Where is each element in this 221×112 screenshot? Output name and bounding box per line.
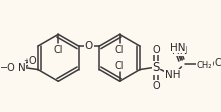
- Text: NH: NH: [165, 70, 180, 80]
- Text: O: O: [152, 45, 160, 55]
- Text: O: O: [85, 41, 93, 51]
- Text: S: S: [152, 61, 160, 74]
- Text: HN: HN: [170, 43, 186, 53]
- Text: Cl: Cl: [115, 45, 124, 55]
- Text: +: +: [23, 58, 29, 64]
- Text: CH₂Cl: CH₂Cl: [197, 60, 221, 69]
- Text: −O: −O: [0, 63, 16, 73]
- Text: Cl: Cl: [53, 45, 63, 55]
- Text: N: N: [18, 63, 26, 73]
- Text: Cl: Cl: [215, 58, 221, 68]
- Text: HN: HN: [172, 46, 187, 56]
- Text: Cl: Cl: [115, 61, 124, 71]
- Text: O: O: [29, 56, 36, 66]
- Text: O: O: [152, 81, 160, 91]
- Text: CH₂: CH₂: [196, 60, 212, 70]
